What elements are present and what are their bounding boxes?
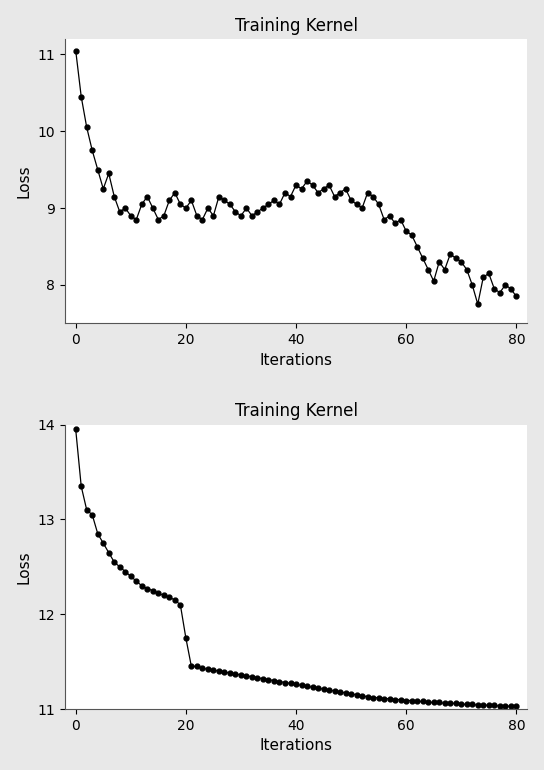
Title: Training Kernel: Training Kernel — [234, 17, 357, 35]
Title: Training Kernel: Training Kernel — [234, 403, 357, 420]
Y-axis label: Loss: Loss — [17, 164, 32, 198]
X-axis label: Iterations: Iterations — [259, 353, 332, 367]
X-axis label: Iterations: Iterations — [259, 738, 332, 753]
Y-axis label: Loss: Loss — [17, 550, 32, 584]
